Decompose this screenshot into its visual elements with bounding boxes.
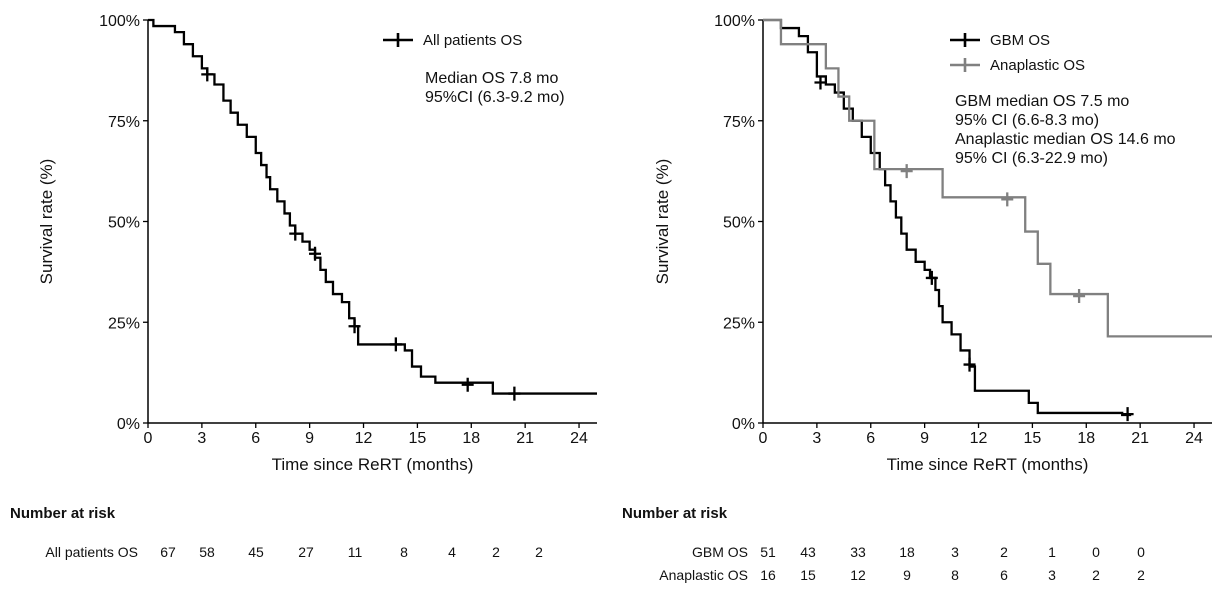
- risk-count: 0: [1137, 544, 1145, 560]
- risk-count: 1: [1048, 544, 1056, 560]
- x-tick-label: 24: [1185, 430, 1203, 447]
- survival-curve-gbm-os: [763, 18, 1132, 417]
- risk-count: 58: [199, 544, 215, 560]
- risk-row-label: All patients OS: [45, 544, 138, 560]
- risk-count: 33: [850, 544, 866, 560]
- y-tick-label: 100%: [99, 13, 140, 30]
- risk-count: 3: [951, 544, 959, 560]
- y-tick-label: 100%: [714, 13, 755, 30]
- risk-count: 8: [400, 544, 408, 560]
- x-tick-label: 15: [409, 430, 427, 447]
- risk-count: 15: [800, 567, 816, 583]
- risk-count: 2: [492, 544, 500, 560]
- legend-marker: [383, 33, 413, 47]
- risk-row-label: Anaplastic OS: [659, 567, 748, 583]
- x-tick-label: 3: [812, 430, 821, 447]
- x-tick-label: 12: [970, 430, 988, 447]
- x-tick-label: 9: [305, 430, 314, 447]
- y-tick-label: 0%: [732, 416, 755, 433]
- risk-count: 2: [1092, 567, 1100, 583]
- risk-count: 51: [760, 544, 776, 560]
- y-tick-label: 25%: [108, 315, 140, 332]
- x-tick-label: 18: [462, 430, 480, 447]
- risk-count: 11: [348, 544, 363, 560]
- number-at-risk-title: Number at risk: [10, 505, 116, 522]
- risk-count: 27: [298, 544, 314, 560]
- x-tick-label: 18: [1077, 430, 1095, 447]
- x-tick-label: 15: [1024, 430, 1042, 447]
- annotation-line: GBM median OS 7.5 mo: [955, 93, 1129, 110]
- y-axis-label: Survival rate (%): [37, 159, 56, 285]
- risk-count: 2: [1137, 567, 1145, 583]
- annotation-line: 95% CI (6.3-22.9 mo): [955, 150, 1108, 167]
- annotation-line: 95% CI (6.6-8.3 mo): [955, 112, 1099, 129]
- y-tick-label: 25%: [723, 315, 755, 332]
- x-tick-label: 6: [251, 430, 260, 447]
- risk-count: 2: [1000, 544, 1008, 560]
- risk-count: 4: [448, 544, 456, 560]
- risk-count: 18: [899, 544, 915, 560]
- censor-mark: [900, 164, 913, 179]
- censor-mark: [508, 386, 521, 401]
- x-tick-label: 0: [144, 430, 153, 447]
- risk-count: 2: [535, 544, 543, 560]
- risk-count: 0: [1092, 544, 1100, 560]
- risk-count: 16: [760, 567, 776, 583]
- y-tick-label: 50%: [108, 215, 140, 232]
- risk-count: 12: [850, 567, 866, 583]
- risk-count: 43: [800, 544, 816, 560]
- risk-count: 8: [951, 567, 959, 583]
- censor-mark: [389, 337, 402, 352]
- y-tick-label: 50%: [723, 215, 755, 232]
- legend-label: All patients OS: [423, 32, 522, 49]
- annotation-line: 95%CI (6.3-9.2 mo): [425, 89, 565, 106]
- censor-mark: [1121, 407, 1134, 422]
- y-tick-label: 75%: [108, 114, 140, 131]
- x-tick-label: 9: [920, 430, 929, 447]
- risk-count: 3: [1048, 567, 1056, 583]
- censor-mark: [289, 226, 302, 241]
- legend-marker: [950, 58, 980, 72]
- x-axis-label: Time since ReRT (months): [272, 455, 474, 474]
- risk-count: 67: [160, 544, 176, 560]
- x-tick-label: 3: [197, 430, 206, 447]
- legend-marker: [950, 33, 980, 47]
- censor-mark: [925, 270, 938, 285]
- censor-mark: [461, 377, 474, 392]
- censor-mark: [1001, 192, 1014, 207]
- annotation-line: Anaplastic median OS 14.6 mo: [955, 131, 1176, 148]
- risk-count: 45: [248, 544, 264, 560]
- x-tick-label: 12: [355, 430, 373, 447]
- legend-label: Anaplastic OS: [990, 57, 1085, 74]
- y-tick-label: 0%: [117, 416, 140, 433]
- censor-mark: [1073, 289, 1086, 304]
- survival-curve-anaplastic-os: [763, 18, 1212, 338]
- x-axis-label: Time since ReRT (months): [887, 455, 1089, 474]
- censor-mark: [963, 357, 976, 372]
- risk-count: 9: [903, 567, 911, 583]
- y-axis-label: Survival rate (%): [653, 159, 672, 285]
- x-tick-label: 21: [516, 430, 534, 447]
- y-tick-label: 75%: [723, 114, 755, 131]
- risk-count: 6: [1000, 567, 1008, 583]
- x-tick-label: 0: [759, 430, 768, 447]
- censor-mark: [814, 75, 827, 90]
- x-tick-label: 24: [570, 430, 588, 447]
- censor-mark: [309, 246, 322, 261]
- annotation-line: Median OS 7.8 mo: [425, 70, 559, 87]
- legend-label: GBM OS: [990, 32, 1050, 49]
- number-at-risk-title: Number at risk: [622, 505, 728, 522]
- censor-mark: [201, 67, 214, 82]
- censor-mark: [348, 319, 361, 334]
- x-tick-label: 6: [866, 430, 875, 447]
- risk-row-label: GBM OS: [692, 544, 748, 560]
- x-tick-label: 21: [1131, 430, 1149, 447]
